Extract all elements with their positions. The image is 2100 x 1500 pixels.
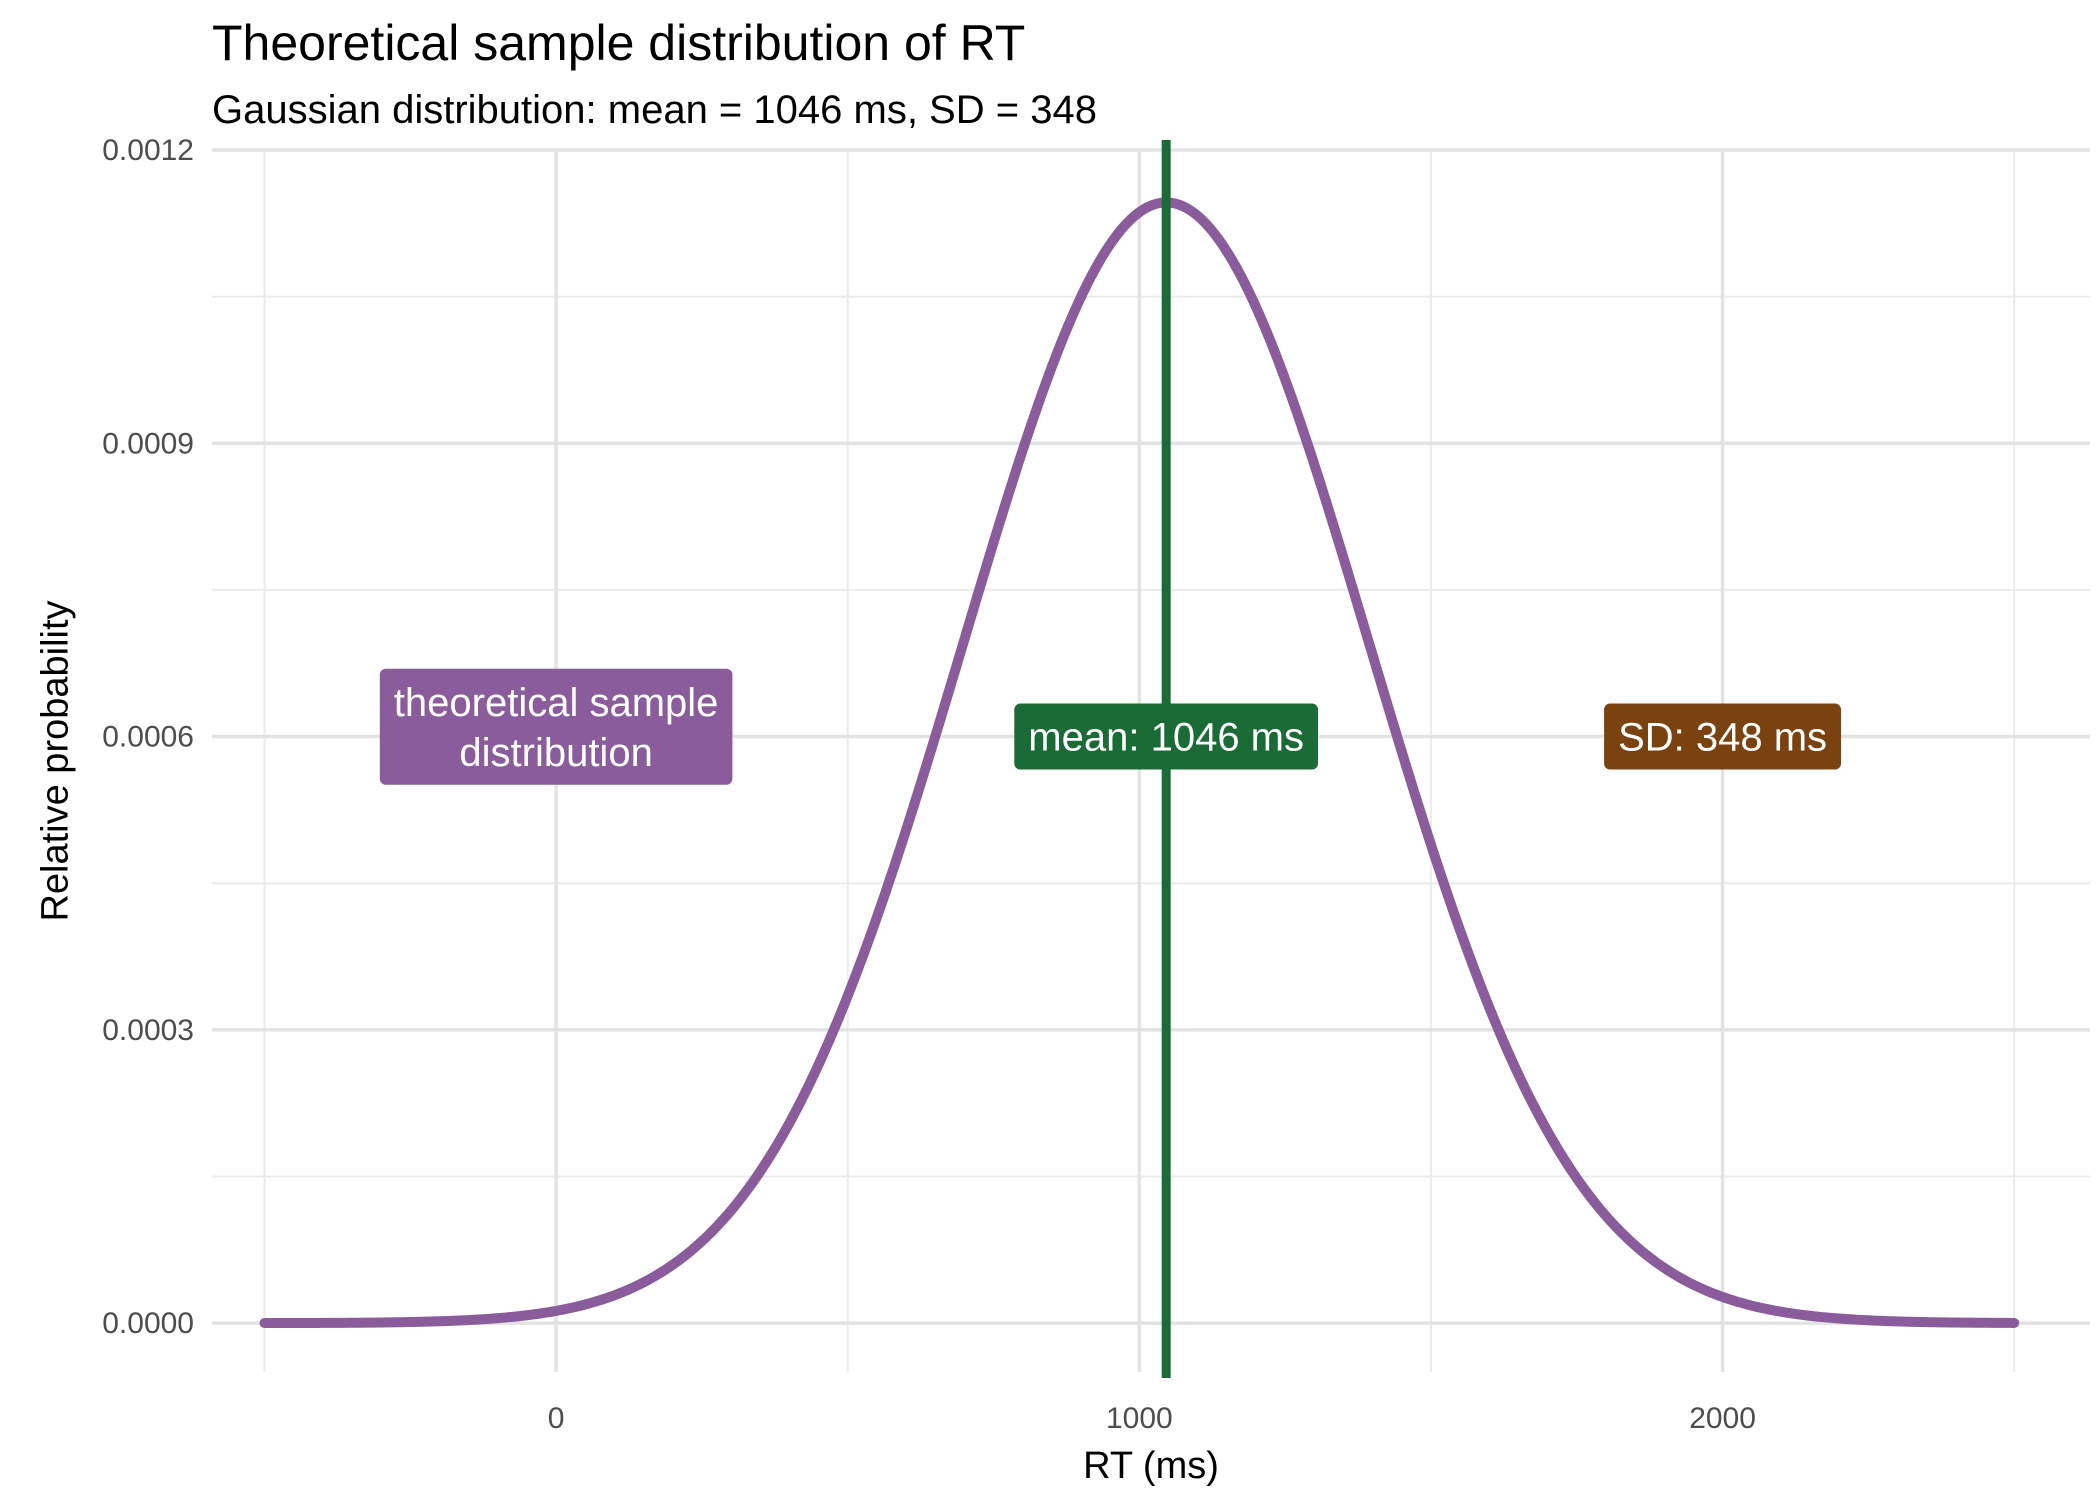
- annotation-mean-box: [1014, 703, 1319, 770]
- chart-subtitle: Gaussian distribution: mean = 1046 ms, S…: [212, 88, 1097, 132]
- annotation-sd-box: [1604, 703, 1842, 770]
- y-tick-label: 0.0012: [102, 134, 194, 167]
- annotation-distribution: theoretical sample distribution: [379, 668, 733, 785]
- tick-labels: 0 1000 2000 0.0000 0.0003 0.0006 0.0009 0.0012: [102, 134, 1756, 1435]
- annotation-mean: mean: 1046 ms: [1014, 703, 1319, 770]
- chart-title: Theoretical sample distribution of RT: [212, 15, 1026, 71]
- y-tick-label: 0.0009: [102, 427, 194, 460]
- annotation-sd: SD: 348 ms: [1604, 703, 1842, 770]
- annotation-sd-text: SD: 348 ms: [1618, 716, 1827, 760]
- annotation-distribution-text: theoretical sample: [394, 681, 719, 725]
- y-tick-label: 0.0006: [102, 721, 194, 754]
- x-tick-label: 0: [548, 1402, 565, 1435]
- annotation-mean-text: mean: 1046 ms: [1028, 716, 1304, 760]
- density-curve: [259, 197, 2020, 1329]
- annotation-layer: theoretical sample distribution mean: 1046…: [379, 668, 1842, 785]
- y-tick-label: 0.0003: [102, 1014, 194, 1047]
- x-tick-label: 2000: [1689, 1402, 1756, 1435]
- y-tick-label: 0.0000: [102, 1307, 194, 1340]
- annotation-distribution-box: [379, 668, 733, 785]
- annotation-distribution-text: distribution: [459, 731, 652, 775]
- x-axis-label: RT (ms): [1083, 1445, 1219, 1487]
- x-tick-label: 1000: [1106, 1402, 1173, 1435]
- y-axis-label: Relative probability: [34, 600, 76, 921]
